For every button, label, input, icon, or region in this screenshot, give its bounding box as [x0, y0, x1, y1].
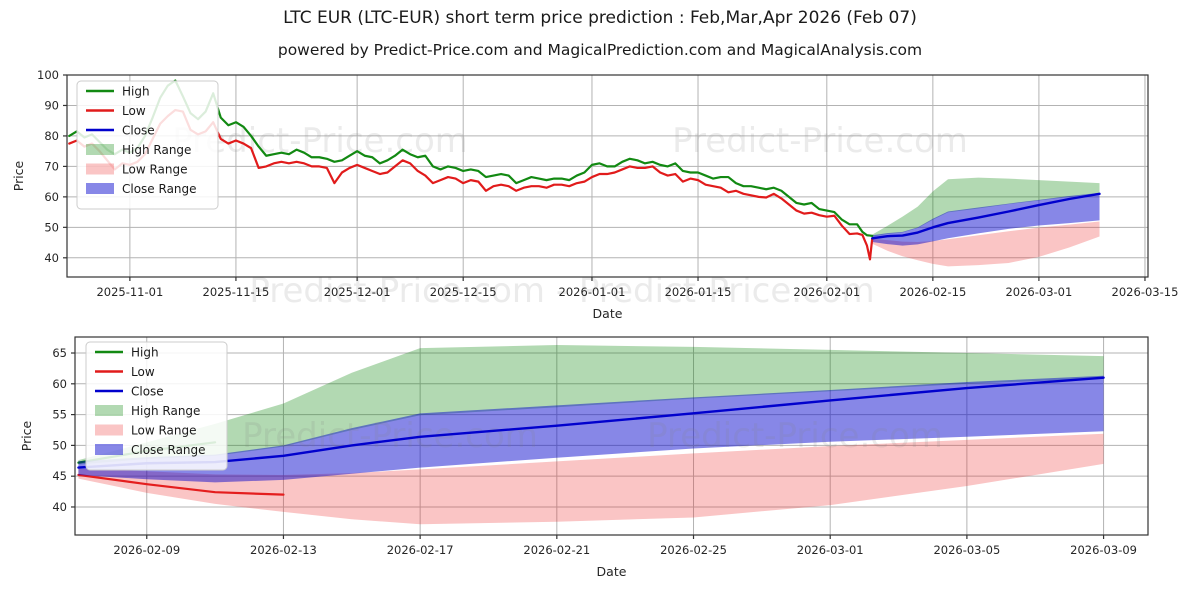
legend-box [76, 80, 219, 210]
x-tick-label: 2026-03-01 [797, 543, 864, 557]
x-tick-label: 2026-03-09 [1070, 543, 1137, 557]
x-tick-label: 2026-02-21 [523, 543, 590, 557]
y-tick-label: 100 [37, 68, 59, 82]
legend-swatch-close-range [86, 183, 114, 194]
legend-swatch-low-range [95, 424, 123, 436]
y-tick-label: 60 [52, 377, 67, 391]
close-line [871, 192, 1101, 240]
low-range-band [872, 221, 1100, 267]
y-tick-label: 55 [52, 408, 67, 422]
y-tick-label: 80 [44, 129, 59, 143]
x-tick-label: 2026-02-15 [899, 285, 966, 299]
x-tick-label: 2026-03-15 [1112, 285, 1179, 299]
close-range-band [78, 375, 1104, 483]
x-tick-label: 2025-12-01 [324, 285, 391, 299]
x-axis-label: Date [597, 564, 627, 579]
main-chart: Predict-Price.com Predict-Price.com 40 50 60… [11, 68, 1178, 321]
main-chart-background [67, 75, 1148, 277]
legend-label: High Range [131, 404, 200, 418]
y-tick-label: 60 [44, 190, 59, 204]
x-tick-label: 2026-02-01 [793, 285, 860, 299]
legend-label: High [131, 346, 159, 360]
y-tick-label: 40 [52, 500, 67, 514]
forecast-chart-legend: High Low Close High Range Low Range Close Ran… [85, 341, 228, 471]
high-range-band [872, 177, 1100, 237]
chart-title: LTC EUR (LTC-EUR) short term price predi… [283, 8, 917, 28]
main-chart-axes: 40 50 60 70 80 90 100 2025-11-01 2025-11-15 2025-… [11, 68, 1178, 321]
x-tick-label: 2026-02-17 [387, 543, 454, 557]
forecast-chart-border [74, 336, 1149, 536]
forecast-chart: Predict-Price.com Predict-Price.com 40 45 50… [19, 336, 1149, 579]
legend-label: Close Range [122, 182, 197, 196]
main-chart-border [66, 74, 1149, 278]
x-tick-label: 2025-12-15 [430, 285, 497, 299]
y-tick-label: 90 [44, 98, 59, 112]
watermark-text: Predict-Price.com [242, 416, 538, 456]
y-axis-label: Price [19, 420, 34, 451]
legend-swatch-high-range [86, 144, 114, 155]
x-tick-label: 2026-03-05 [933, 543, 1000, 557]
x-tick-label: 2026-01-01 [559, 285, 626, 299]
legend-label: Low Range [122, 163, 187, 177]
forecast-chart-background [75, 337, 1148, 535]
watermark-text: Predict-Price.com - Predict-Price.com [249, 271, 874, 311]
x-tick-label: 2026-02-13 [250, 543, 317, 557]
legend-swatch-close-range [95, 444, 123, 455]
legend-label: High Range [122, 143, 191, 157]
low-range-band [78, 433, 1104, 525]
legend-label: Low Range [131, 424, 196, 438]
forecast-chart-grid [75, 337, 1148, 535]
legend-box [85, 341, 228, 471]
legend-swatch-low-range [86, 163, 114, 175]
main-chart-legend: High Low Close High Range Low Range Close Ran… [76, 80, 219, 210]
watermark-text: Predict-Price.com [672, 121, 968, 161]
x-tick-label: 2026-02-25 [660, 543, 727, 557]
x-tick-label: 2025-11-15 [203, 285, 270, 299]
low-forecast-line [77, 473, 285, 496]
legend-label: High [122, 85, 150, 99]
legend-label: Low [122, 104, 146, 118]
x-tick-label: 2025-11-01 [96, 285, 163, 299]
y-tick-label: 65 [52, 346, 67, 360]
legend-label: Close Range [131, 443, 206, 457]
y-axis-label: Price [11, 160, 26, 191]
y-tick-label: 50 [52, 438, 67, 452]
legend-swatch-high-range [95, 405, 123, 416]
x-axis-label: Date [593, 306, 623, 321]
y-tick-label: 45 [52, 469, 67, 483]
x-tick-label: 2026-01-15 [665, 285, 732, 299]
y-tick-label: 70 [44, 159, 59, 173]
watermark-text: Predict-Price.com [172, 121, 468, 161]
legend-label: Low [131, 365, 155, 379]
close-range-band [872, 192, 1100, 246]
x-tick-label: 2026-02-09 [113, 543, 180, 557]
watermark-text: Predict-Price.com [647, 416, 943, 456]
legend-label: Close [122, 124, 155, 138]
legend-label: Close [131, 385, 164, 399]
forecast-chart-axes: 40 45 50 55 60 65 2026-02-09 2026-02-13 2026-02-… [19, 346, 1137, 579]
x-tick-label: 2026-03-01 [1005, 285, 1072, 299]
y-tick-label: 40 [44, 251, 59, 265]
chart-subtitle: powered by Predict-Price.com and Magical… [277, 41, 923, 59]
y-tick-label: 50 [44, 220, 59, 234]
high-range-band [78, 345, 1104, 465]
